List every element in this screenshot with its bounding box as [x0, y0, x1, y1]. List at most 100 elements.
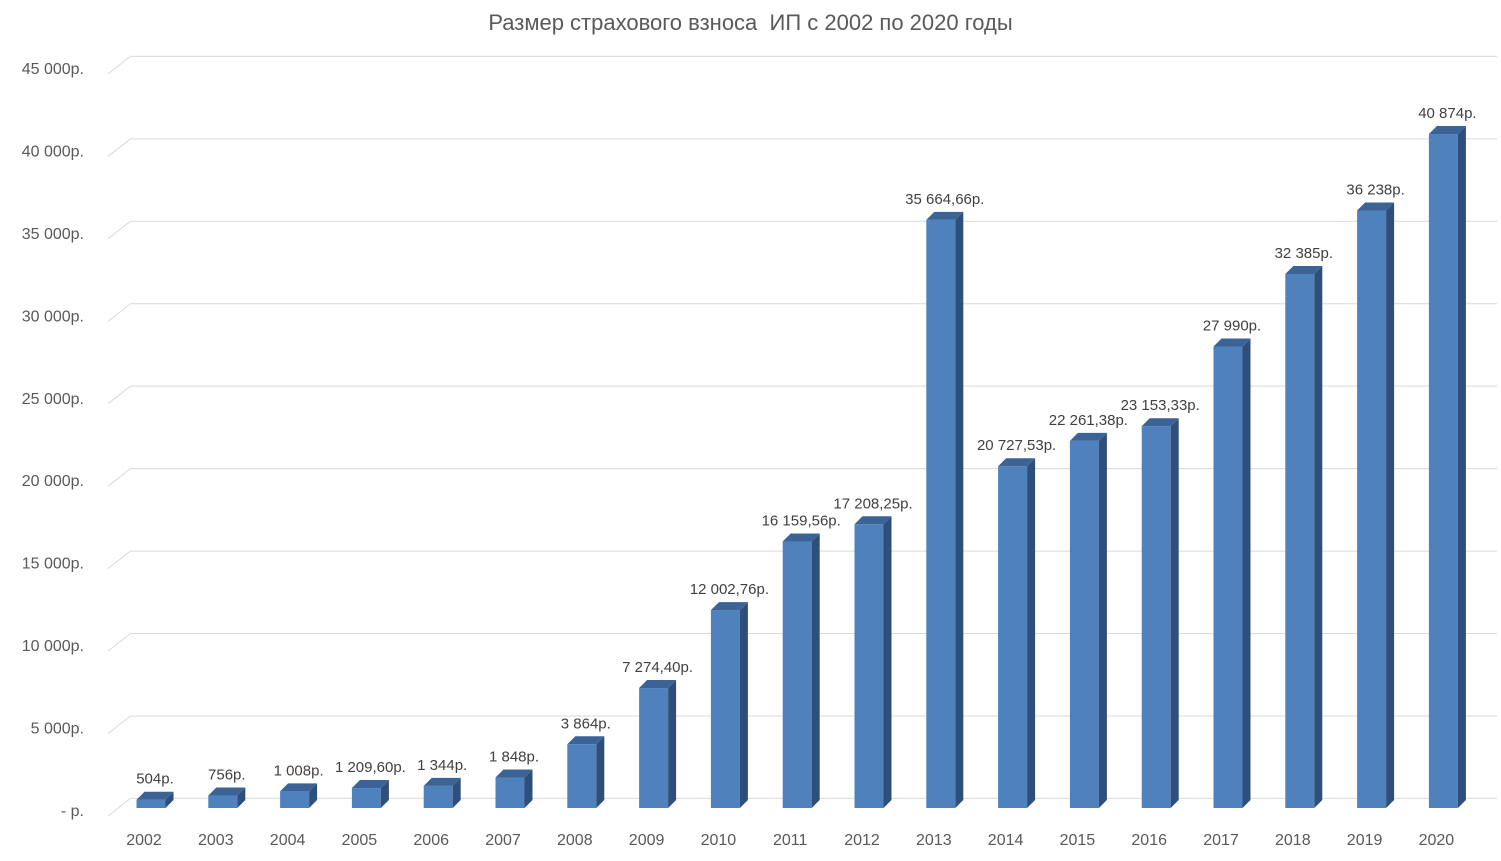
bar-top — [926, 211, 964, 220]
data-label: 1 848р. — [489, 749, 539, 766]
bar-top — [567, 736, 605, 745]
bar-front — [1428, 134, 1458, 809]
bar-top — [1285, 266, 1323, 275]
data-label: 22 261,38р. — [1049, 412, 1128, 429]
bar-side — [1027, 458, 1036, 808]
x-tick-label: 2016 — [1131, 832, 1167, 849]
bar-side — [739, 602, 748, 808]
y-tick-label: 10 000р. — [22, 638, 84, 655]
bar-top — [782, 533, 820, 542]
x-tick-label: 2015 — [1060, 832, 1096, 849]
bar-top — [1213, 338, 1251, 347]
bar — [1428, 126, 1466, 809]
bar — [495, 769, 533, 808]
bar-top — [136, 791, 174, 800]
bar-side — [1457, 126, 1466, 809]
bar-front — [998, 466, 1028, 808]
bar-front — [136, 799, 166, 808]
gridline-depth — [107, 220, 131, 240]
bar — [208, 787, 246, 808]
data-label: 3 864р. — [561, 715, 611, 732]
gridline-depth — [107, 633, 131, 652]
y-tick-label: 5 000р. — [31, 721, 84, 738]
bar — [782, 533, 820, 808]
bar-top — [1141, 418, 1179, 427]
chart-title: Размер страхового взноса ИП с 2002 по 20… — [488, 10, 1013, 35]
bar-front — [782, 541, 812, 808]
bar — [998, 458, 1036, 808]
x-tick-label: 2013 — [916, 832, 952, 849]
bar — [351, 780, 389, 808]
data-label: 20 727,53р. — [977, 437, 1056, 454]
bar — [926, 211, 964, 808]
x-tick-label: 2017 — [1203, 832, 1239, 849]
data-label: 756р. — [208, 767, 246, 784]
bar-top — [208, 787, 246, 796]
data-label: 36 238р. — [1346, 181, 1404, 198]
bar-side — [955, 211, 964, 808]
gridline-depth — [107, 138, 131, 157]
bar — [1285, 266, 1323, 808]
bar-top — [423, 777, 461, 786]
data-label: 40 874р. — [1418, 105, 1476, 122]
bar — [567, 736, 605, 808]
bar — [136, 791, 174, 808]
bar-front — [208, 795, 238, 808]
data-label: 7 274,40р. — [622, 659, 693, 676]
bar-side — [1314, 266, 1323, 808]
bar-side — [596, 736, 605, 808]
bar-side — [309, 783, 318, 808]
x-tick-label: 2012 — [844, 832, 880, 849]
gridline-depth — [107, 56, 131, 75]
gridline-depth — [107, 798, 131, 817]
bar-side — [883, 516, 892, 808]
data-label: 16 159,56р. — [762, 513, 841, 530]
bar-front — [1069, 440, 1099, 808]
bar-top — [639, 680, 677, 689]
x-tick-label: 2009 — [629, 832, 665, 849]
y-tick-label: 20 000р. — [22, 473, 84, 490]
y-tick-label: - р. — [61, 803, 84, 820]
bar-side — [1386, 202, 1395, 808]
bar-side — [165, 791, 174, 808]
y-tick-label: 40 000р. — [22, 143, 84, 160]
bar-side — [1098, 432, 1107, 808]
x-tick-label: 2008 — [557, 832, 593, 849]
bar-side — [380, 780, 389, 808]
y-tick-label: 35 000р. — [22, 226, 84, 243]
bar-front — [1213, 346, 1243, 808]
bar-top — [1357, 202, 1395, 211]
x-tick-label: 2010 — [701, 832, 737, 849]
x-tick-label: 2002 — [126, 832, 162, 849]
x-tick-label: 2011 — [773, 832, 808, 849]
bar-top — [998, 458, 1036, 467]
data-label: 23 153,33р. — [1121, 397, 1200, 414]
bar-top — [1069, 432, 1107, 441]
gridline-depth — [107, 385, 131, 405]
bar-side — [668, 680, 677, 808]
bar-front — [495, 777, 525, 808]
bar-side — [811, 533, 820, 808]
data-label: 1 008р. — [274, 762, 324, 779]
bar-front — [567, 744, 597, 808]
bar-side — [524, 769, 533, 808]
gridline-depth — [107, 303, 131, 322]
x-tick-label: 2019 — [1347, 832, 1383, 849]
bar-top — [495, 769, 533, 778]
data-label: 17 208,25р. — [833, 495, 912, 512]
x-tick-label: 2014 — [988, 832, 1024, 849]
data-label: 504р. — [136, 771, 174, 788]
bar-top — [1428, 126, 1466, 135]
bar-front — [854, 524, 884, 808]
x-tick-label: 2006 — [413, 832, 449, 849]
x-tick-label: 2003 — [198, 832, 234, 849]
x-tick-label: 2005 — [342, 832, 378, 849]
bar-front — [1141, 426, 1171, 808]
y-tick-label: 45 000р. — [22, 61, 84, 78]
bar-side — [1242, 338, 1251, 808]
bar-top — [280, 783, 318, 792]
bar-front — [423, 785, 453, 808]
y-tick-label: 30 000р. — [22, 308, 84, 325]
bar-front — [639, 688, 669, 808]
